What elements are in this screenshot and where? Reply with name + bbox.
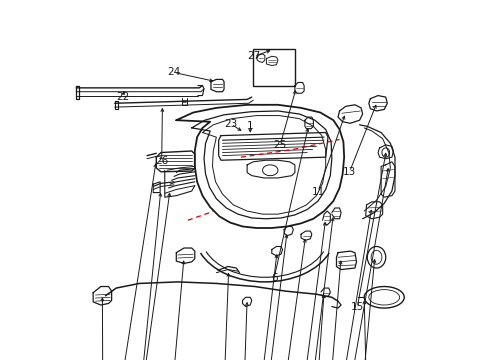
Text: 24: 24 [167,67,180,77]
Text: 1: 1 [246,121,253,131]
Text: 15: 15 [350,302,363,312]
Text: 11: 11 [311,187,324,197]
Text: 6: 6 [270,273,277,283]
Text: 22: 22 [116,92,129,102]
Bar [252,49,294,86]
Text: 13: 13 [342,167,355,177]
Text: 27: 27 [247,51,260,61]
Text: 25: 25 [273,140,286,150]
Text: 23: 23 [224,119,237,129]
Text: 26: 26 [155,156,168,166]
